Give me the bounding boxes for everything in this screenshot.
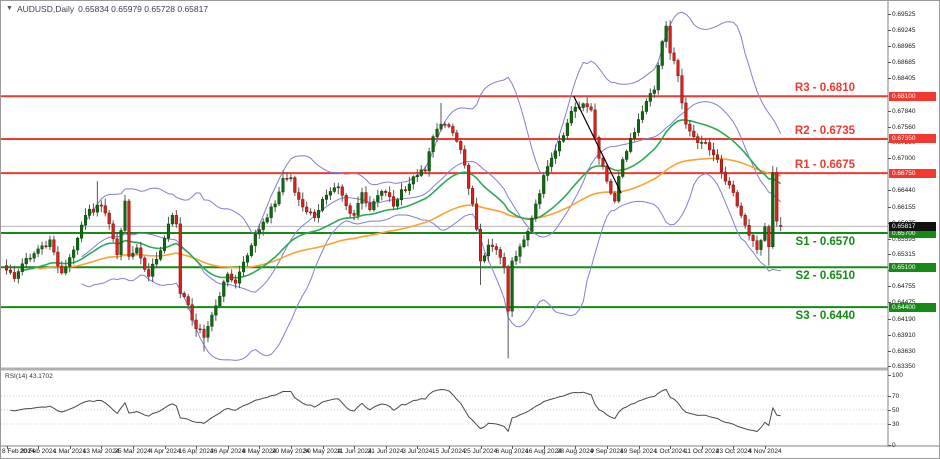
title-bar: ▼ AUDUSD,Daily 0.65834 0.65979 0.65728 0… (6, 4, 208, 14)
quote-ohlc: 0.65834 0.65979 0.65728 0.65817 (78, 4, 209, 14)
symbol-dropdown-icon[interactable]: ▼ (6, 5, 13, 12)
symbol-title: AUDUSD,Daily (16, 4, 75, 14)
